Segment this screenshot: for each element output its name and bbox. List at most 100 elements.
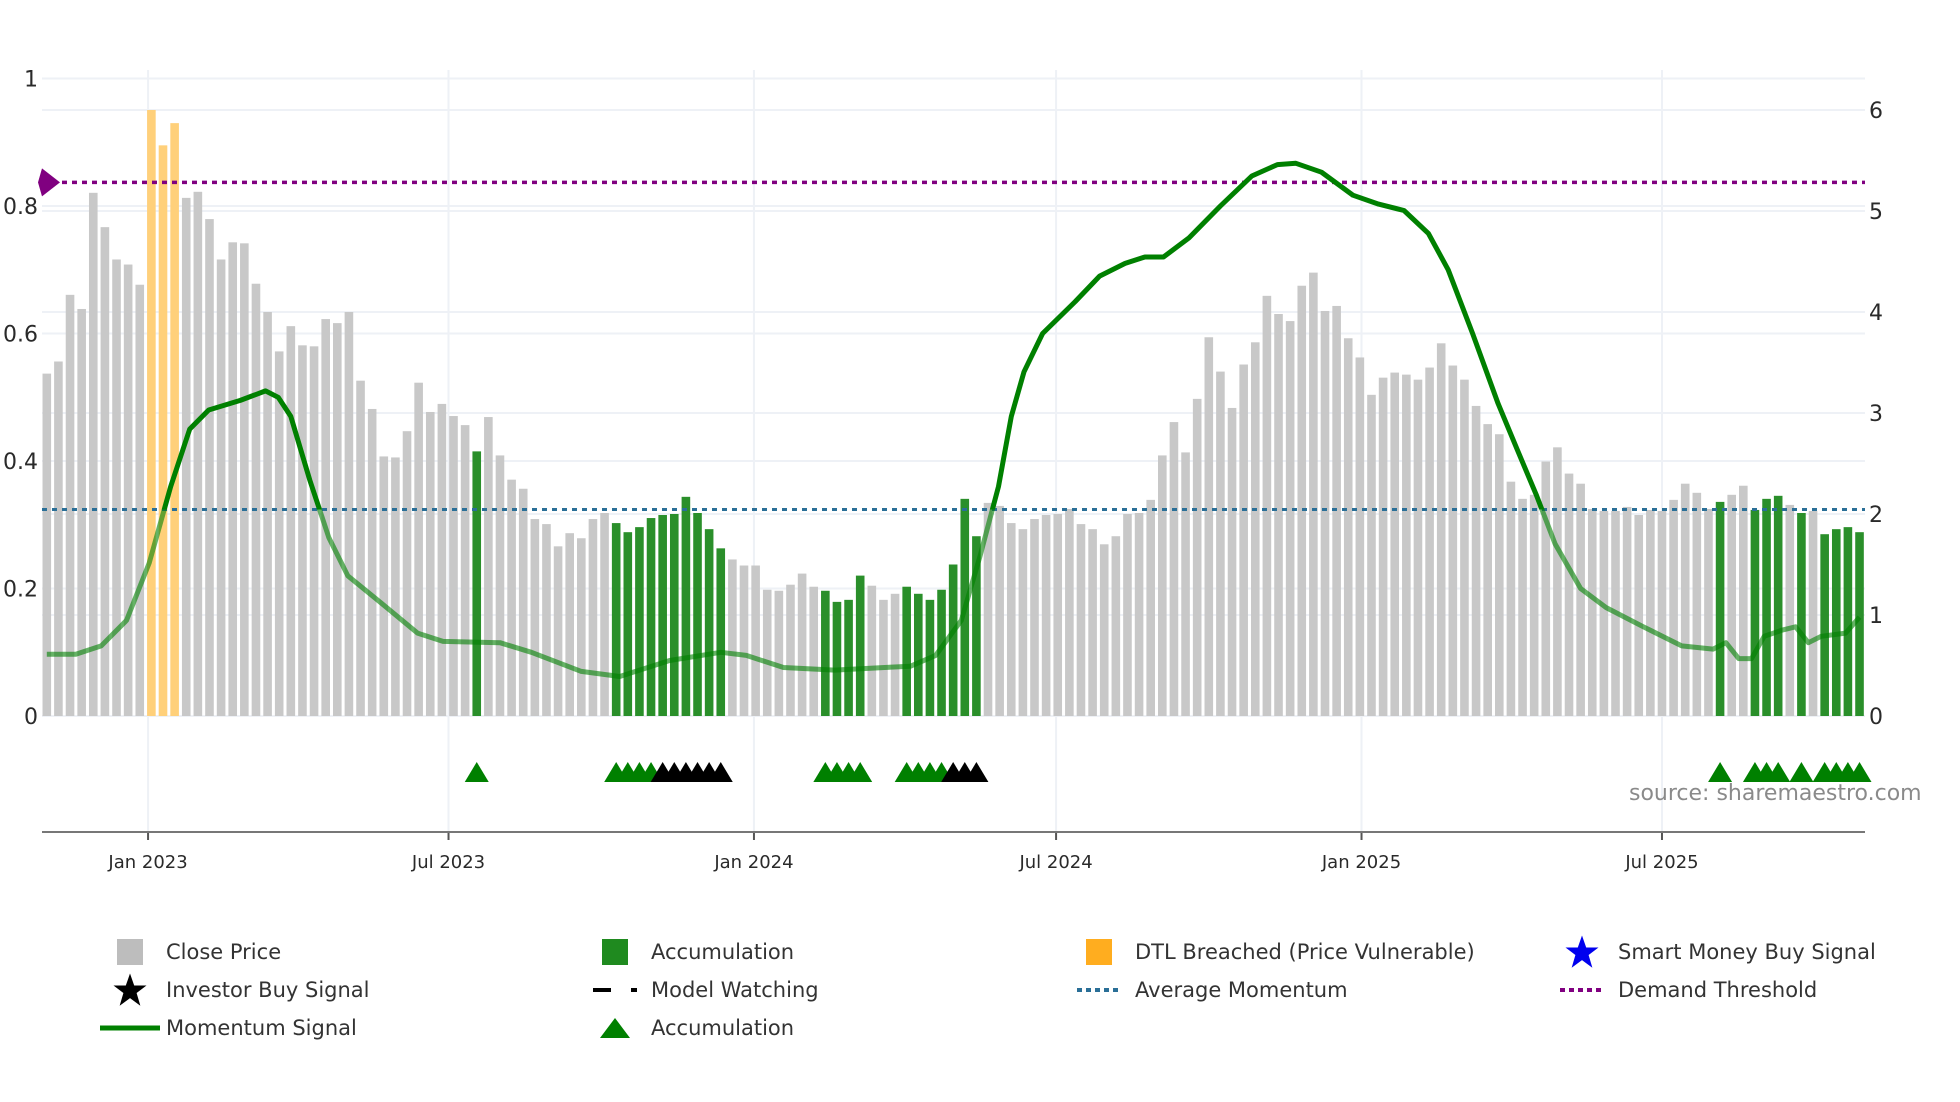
- close-price-bar: [1657, 510, 1667, 716]
- close-price-bar: [1680, 483, 1690, 716]
- x-tick-label: Jan 2023: [107, 852, 187, 873]
- close-price-bar: [1332, 305, 1341, 716]
- close-price-bar: [263, 312, 272, 716]
- accumulation-bar: [1831, 529, 1841, 716]
- close-price-bar: [274, 351, 284, 716]
- close-price-bar: [553, 546, 563, 716]
- close-price-bar: [1088, 529, 1097, 716]
- close-price-bar: [1727, 494, 1736, 716]
- y-right-tick-label: 5: [1869, 200, 1883, 225]
- close-price-bar: [1204, 337, 1214, 716]
- close-price-bar: [1669, 499, 1678, 716]
- price-bars: [42, 110, 1864, 717]
- legend-item-average-momentum[interactable]: Average Momentum: [1077, 973, 1348, 1007]
- accumulation-bar: [855, 575, 865, 716]
- y-right-tick-label: 3: [1869, 402, 1883, 427]
- accumulation-bar: [1773, 495, 1783, 716]
- accumulation-triangle-marker: [1789, 762, 1814, 782]
- y-right-tick-label: 1: [1869, 604, 1883, 629]
- legend-item-accumulation[interactable]: Accumulation: [593, 935, 794, 969]
- accumulation-bar: [948, 564, 958, 716]
- legend-item-smart-money[interactable]: Smart Money Buy Signal: [1560, 935, 1876, 969]
- reference-lines: [38, 168, 1865, 511]
- close-price-bar: [565, 533, 574, 716]
- demand-threshold-marker: [38, 168, 60, 197]
- accumulation-bar: [704, 529, 714, 716]
- legend-item-demand-threshold[interactable]: Demand Threshold: [1560, 973, 1817, 1007]
- accumulation-bar: [937, 589, 946, 716]
- gray-square-icon: [108, 935, 152, 969]
- close-price-bar: [728, 559, 737, 716]
- legend-label: Close Price: [166, 940, 282, 964]
- close-price-bar: [251, 283, 261, 716]
- y-left-tick-label: 1: [24, 68, 38, 93]
- close-price-bar: [1553, 447, 1562, 716]
- close-price-bar: [1564, 473, 1574, 716]
- close-price-bar: [228, 242, 238, 716]
- close-price-bar: [530, 519, 540, 716]
- accumulation-bar: [1715, 501, 1725, 716]
- legend-label: Smart Money Buy Signal: [1618, 940, 1876, 964]
- close-price-bar: [1262, 295, 1272, 716]
- close-price-bar: [1111, 536, 1121, 716]
- y-left-tick-label: 0.2: [3, 578, 38, 603]
- legend-item-dtl-breached[interactable]: DTL Breached (Price Vulnerable): [1077, 935, 1475, 969]
- close-price-bar: [1320, 310, 1330, 716]
- y-left-tick-label: 0.4: [3, 450, 38, 475]
- close-price-bar: [1250, 342, 1260, 716]
- close-price-bar: [1355, 357, 1365, 716]
- close-price-bar: [797, 573, 807, 716]
- close-price-bar: [739, 565, 749, 716]
- close-price-bar: [600, 512, 609, 716]
- y-left-tick-label: 0.6: [3, 323, 38, 348]
- close-price-bar: [333, 323, 342, 716]
- close-price-bar: [1065, 508, 1074, 716]
- y-right-tick-label: 0: [1869, 705, 1883, 730]
- legend-item-accumulation-marker[interactable]: Accumulation: [593, 1011, 794, 1045]
- close-price-bar: [402, 431, 412, 716]
- close-price-bar: [983, 502, 993, 716]
- accumulation-bar: [821, 590, 830, 716]
- close-price-bar: [1622, 506, 1632, 716]
- close-price-bar: [321, 319, 330, 716]
- accumulation-bar: [972, 536, 981, 716]
- close-price-bar: [1099, 544, 1109, 716]
- close-price-bar: [1181, 452, 1190, 716]
- close-price-bar: [286, 326, 296, 716]
- close-price-bar: [193, 191, 203, 716]
- close-price-bar: [751, 565, 760, 716]
- close-price-bar: [181, 197, 191, 716]
- close-price-bar: [1158, 455, 1167, 716]
- legend-item-investor-buy[interactable]: Investor Buy Signal: [108, 973, 370, 1007]
- close-price-bar: [425, 411, 435, 716]
- legend-item-model-watching[interactable]: Model Watching: [593, 973, 819, 1007]
- close-price-bar: [1460, 379, 1469, 716]
- close-price-bar: [507, 479, 516, 716]
- legend-label: Demand Threshold: [1618, 978, 1818, 1002]
- accumulation-triangle-marker: [848, 762, 873, 782]
- close-price-bar: [298, 345, 307, 716]
- close-price-bar: [65, 294, 75, 716]
- blue-star-icon: [1560, 935, 1604, 969]
- close-price-bar: [867, 585, 877, 716]
- close-price-bar: [1146, 499, 1155, 716]
- close-price-bar: [112, 259, 121, 716]
- legend-item-momentum-signal[interactable]: Momentum Signal: [100, 1011, 357, 1045]
- close-price-bar: [1436, 343, 1446, 716]
- y-right-tick-label: 4: [1869, 301, 1883, 326]
- accumulation-bar: [902, 586, 911, 716]
- close-price-bar: [240, 243, 249, 716]
- close-price-bar: [414, 382, 423, 716]
- accumulation-bar: [914, 593, 923, 716]
- x-tick-label: Jul 2023: [411, 852, 485, 873]
- legend-item-close-price[interactable]: Close Price: [108, 935, 281, 969]
- close-price-bar: [1704, 508, 1713, 716]
- y-right-tick-label: 6: [1869, 99, 1883, 124]
- accumulation-triangle-marker: [1708, 762, 1733, 782]
- watching-triangle-marker: [708, 762, 733, 782]
- purple-dotted-line-icon: [1560, 973, 1604, 1007]
- close-price-bar: [123, 264, 133, 716]
- close-price-bar: [1134, 512, 1144, 716]
- close-price-bar: [484, 417, 493, 716]
- close-price-bar: [437, 403, 447, 716]
